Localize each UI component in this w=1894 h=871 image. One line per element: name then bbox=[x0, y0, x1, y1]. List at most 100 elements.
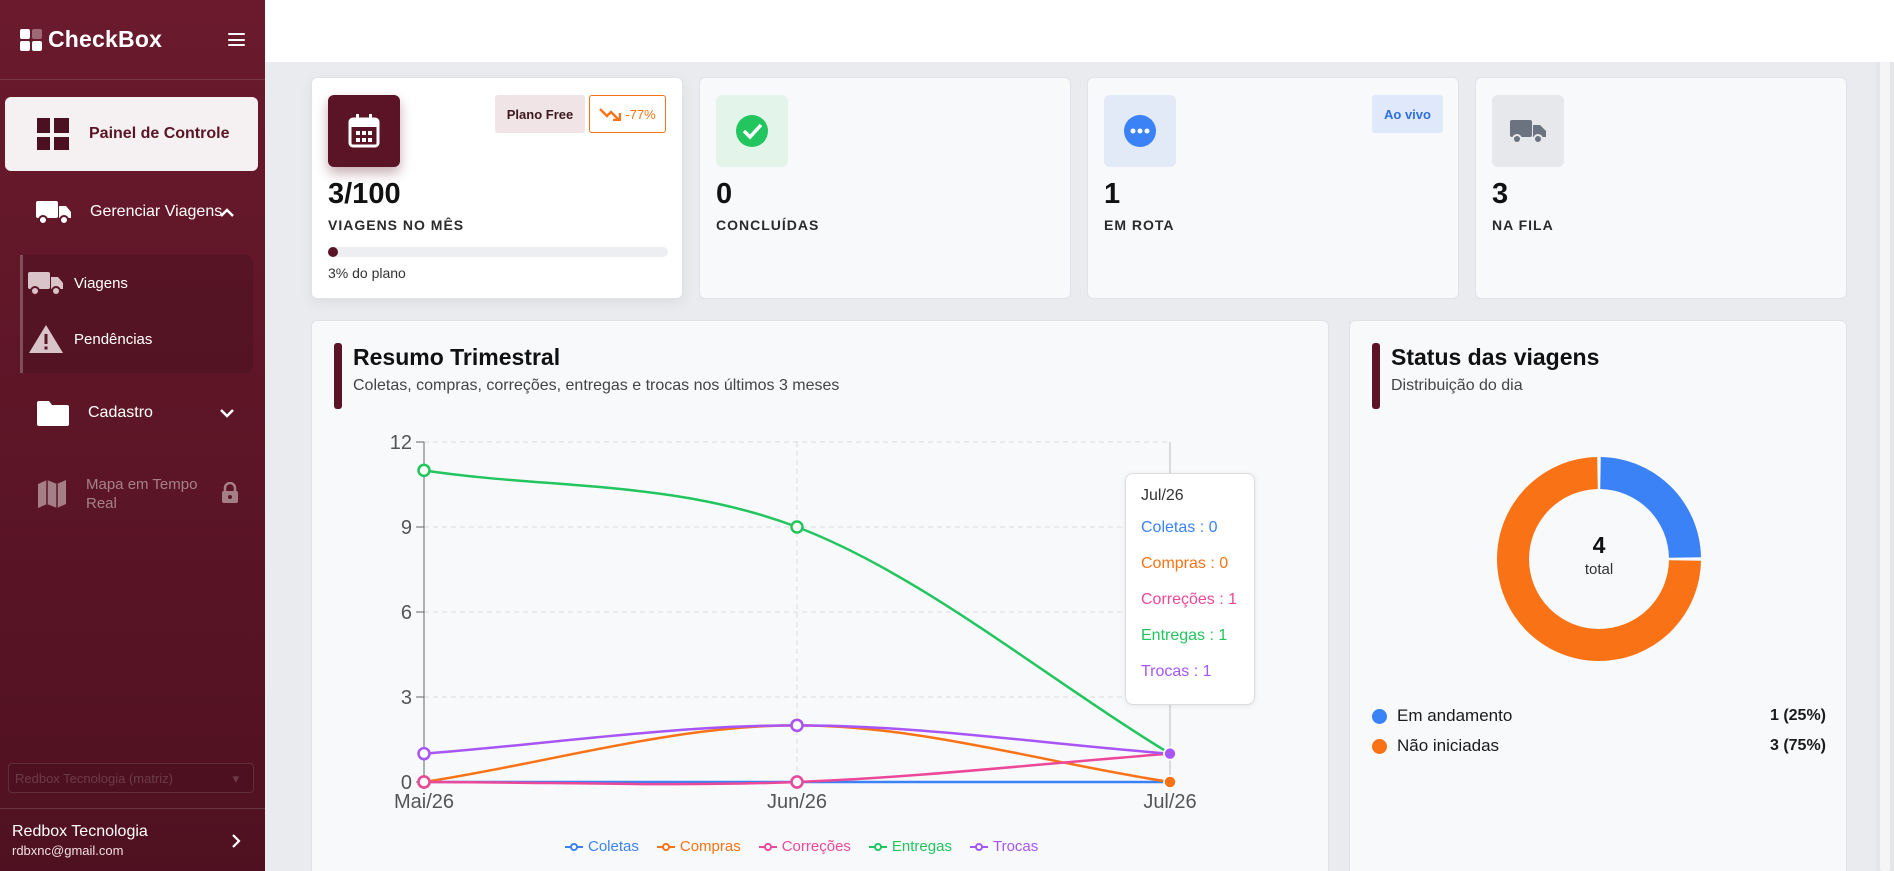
section-accent bbox=[334, 343, 342, 409]
brand-logo-icon bbox=[20, 28, 42, 51]
status-card bbox=[1349, 320, 1847, 871]
legend-item-correcoes[interactable]: Correções bbox=[758, 838, 851, 855]
data-point-correcoes[interactable] bbox=[417, 775, 431, 789]
tooltip-title: Jul/26 bbox=[1141, 487, 1184, 504]
dashboard-icon bbox=[37, 118, 69, 150]
brand-name: CheckBox bbox=[48, 26, 163, 52]
tooltip-row: Correções : 1 bbox=[1141, 591, 1238, 608]
legend-item-entregas[interactable]: Entregas bbox=[868, 838, 952, 855]
nav-item-mapa: Mapa em Tempo Real bbox=[0, 474, 265, 514]
scrollbar-thumb[interactable] bbox=[1880, 62, 1890, 871]
chart-tooltip: Jul/26 Coletas : 0 Compras : 0 Correções… bbox=[1125, 473, 1255, 705]
user-profile[interactable]: Redbox Tecnologia rdbxnc@gmail.com bbox=[0, 808, 265, 871]
sub-item-pendencias[interactable]: Pendências bbox=[28, 324, 152, 354]
data-point-correcoes[interactable] bbox=[790, 775, 804, 789]
more-dots-icon bbox=[1104, 95, 1176, 167]
chart-legend: Coletas Compras Correções Entregas Troca… bbox=[565, 838, 1038, 855]
status-row-nao-iniciadas: Não iniciadas 3 (75%) bbox=[1372, 736, 1826, 756]
legend-item-compras[interactable]: Compras bbox=[656, 838, 741, 855]
lock-icon bbox=[222, 482, 238, 503]
legend-label: Coletas bbox=[588, 838, 639, 855]
donut-total-value: 4 bbox=[1592, 532, 1606, 558]
status-value: 3 (75%) bbox=[1769, 737, 1826, 754]
nav-item-cadastro[interactable]: Cadastro bbox=[0, 398, 265, 428]
calendar-icon bbox=[328, 95, 400, 167]
chevron-down-icon[interactable] bbox=[219, 408, 235, 418]
nav-item-label: Gerenciar Viagens bbox=[90, 203, 223, 220]
stat-value: 3/100 bbox=[328, 178, 401, 210]
data-point-compras[interactable] bbox=[1163, 775, 1177, 789]
donut-slice-em-andamento[interactable] bbox=[1600, 457, 1701, 558]
data-point-trocas[interactable] bbox=[1163, 746, 1177, 761]
data-point-trocas[interactable] bbox=[417, 746, 431, 761]
stat-card-trips-month: Plano Free -77% 3/100 VIAGENS NO MÊS 3% … bbox=[311, 77, 683, 299]
status-subtitle: Distribuição do dia bbox=[1391, 377, 1523, 394]
caret-down-icon: ▾ bbox=[232, 771, 239, 786]
trend-value: -77% bbox=[625, 106, 656, 122]
legend-label: Entregas bbox=[891, 838, 952, 855]
truck-icon bbox=[1492, 95, 1564, 167]
stat-label: NA FILA bbox=[1492, 217, 1554, 233]
nav-item-label: Painel de Controle bbox=[89, 125, 230, 142]
plan-badge: Plano Free bbox=[495, 95, 585, 133]
stat-value: 3 bbox=[1492, 178, 1509, 210]
data-point-trocas[interactable] bbox=[790, 718, 804, 733]
nav-item-label: Mapa em Tempo Real bbox=[86, 476, 198, 512]
sub-item-label: Pendências bbox=[74, 330, 153, 348]
summary-subtitle: Coletas, compras, correções, entregas e … bbox=[353, 377, 840, 394]
stat-card-concluidas: 0 CONCLUÍDAS bbox=[699, 77, 1071, 299]
brand-header: CheckBox bbox=[0, 0, 265, 80]
donut-slice-nao-iniciadas[interactable] bbox=[1497, 457, 1701, 661]
summary-title: Resumo Trimestral bbox=[353, 344, 561, 370]
plan-progress-bar bbox=[328, 247, 668, 257]
stat-value: 0 bbox=[716, 178, 733, 210]
filial-select-value: Redbox Tecnologia (matriz) bbox=[15, 771, 173, 786]
top-bar bbox=[265, 0, 1894, 62]
nav-item-painel-de-controle[interactable]: Painel de Controle bbox=[5, 97, 258, 171]
live-badge: Ao vivo bbox=[1372, 95, 1443, 133]
user-email: rdbxnc@gmail.com bbox=[12, 843, 124, 858]
user-name: Redbox Tecnologia bbox=[12, 823, 148, 840]
plan-progress-fill bbox=[328, 247, 339, 257]
section-accent bbox=[1372, 343, 1380, 409]
trend-down-icon bbox=[599, 108, 622, 121]
status-label: Em andamento bbox=[1397, 706, 1513, 725]
sidebar: CheckBox Painel de Controle Gerenciar Vi… bbox=[0, 0, 265, 871]
chevron-right-icon[interactable] bbox=[231, 833, 241, 849]
stat-label: CONCLUÍDAS bbox=[716, 217, 820, 233]
sub-item-viagens[interactable]: Viagens bbox=[28, 269, 128, 297]
warning-icon bbox=[29, 325, 63, 353]
legend-label: Trocas bbox=[992, 838, 1039, 855]
stat-label: EM ROTA bbox=[1104, 217, 1175, 233]
tooltip-row: Entregas : 1 bbox=[1141, 627, 1228, 644]
check-circle-icon bbox=[716, 95, 788, 167]
data-point-entregas[interactable] bbox=[790, 520, 804, 534]
data-point-entregas[interactable] bbox=[417, 463, 431, 478]
x-tick-label: Mai/26 bbox=[394, 791, 454, 813]
menu-toggle-icon[interactable] bbox=[228, 33, 245, 46]
stat-card-na-fila: 3 NA FILA bbox=[1475, 77, 1847, 299]
tooltip-row: Coletas : 0 bbox=[1141, 519, 1218, 536]
y-tick-label: 0 bbox=[401, 772, 412, 794]
y-tick-label: 6 bbox=[401, 602, 412, 624]
folder-icon bbox=[37, 401, 69, 426]
x-tick-label: Jul/26 bbox=[1143, 791, 1196, 813]
donut-total-label: total bbox=[1584, 561, 1614, 578]
legend-item-coletas[interactable]: Coletas bbox=[565, 838, 639, 855]
x-tick-label: Jun/26 bbox=[767, 791, 827, 813]
plan-progress-text: 3% do plano bbox=[328, 265, 406, 281]
tooltip-row: Compras : 0 bbox=[1141, 555, 1229, 572]
stat-card-em-rota: Ao vivo 1 EM ROTA bbox=[1087, 77, 1459, 299]
y-tick-label: 3 bbox=[401, 687, 412, 709]
nav-item-gerenciar-viagens[interactable]: Gerenciar Viagens bbox=[0, 197, 265, 227]
submenu-viagens bbox=[20, 255, 253, 373]
filial-select[interactable]: Redbox Tecnologia (matriz) ▾ bbox=[8, 763, 254, 793]
trend-badge: -77% bbox=[589, 95, 666, 133]
y-tick-label: 9 bbox=[401, 517, 412, 539]
status-label: Não iniciadas bbox=[1397, 736, 1500, 755]
donut-chart bbox=[1497, 457, 1701, 661]
legend-item-trocas[interactable]: Trocas bbox=[969, 838, 1039, 855]
status-value: 1 (25%) bbox=[1769, 707, 1826, 724]
chevron-up-icon[interactable] bbox=[219, 207, 235, 217]
stat-value: 1 bbox=[1104, 178, 1121, 210]
